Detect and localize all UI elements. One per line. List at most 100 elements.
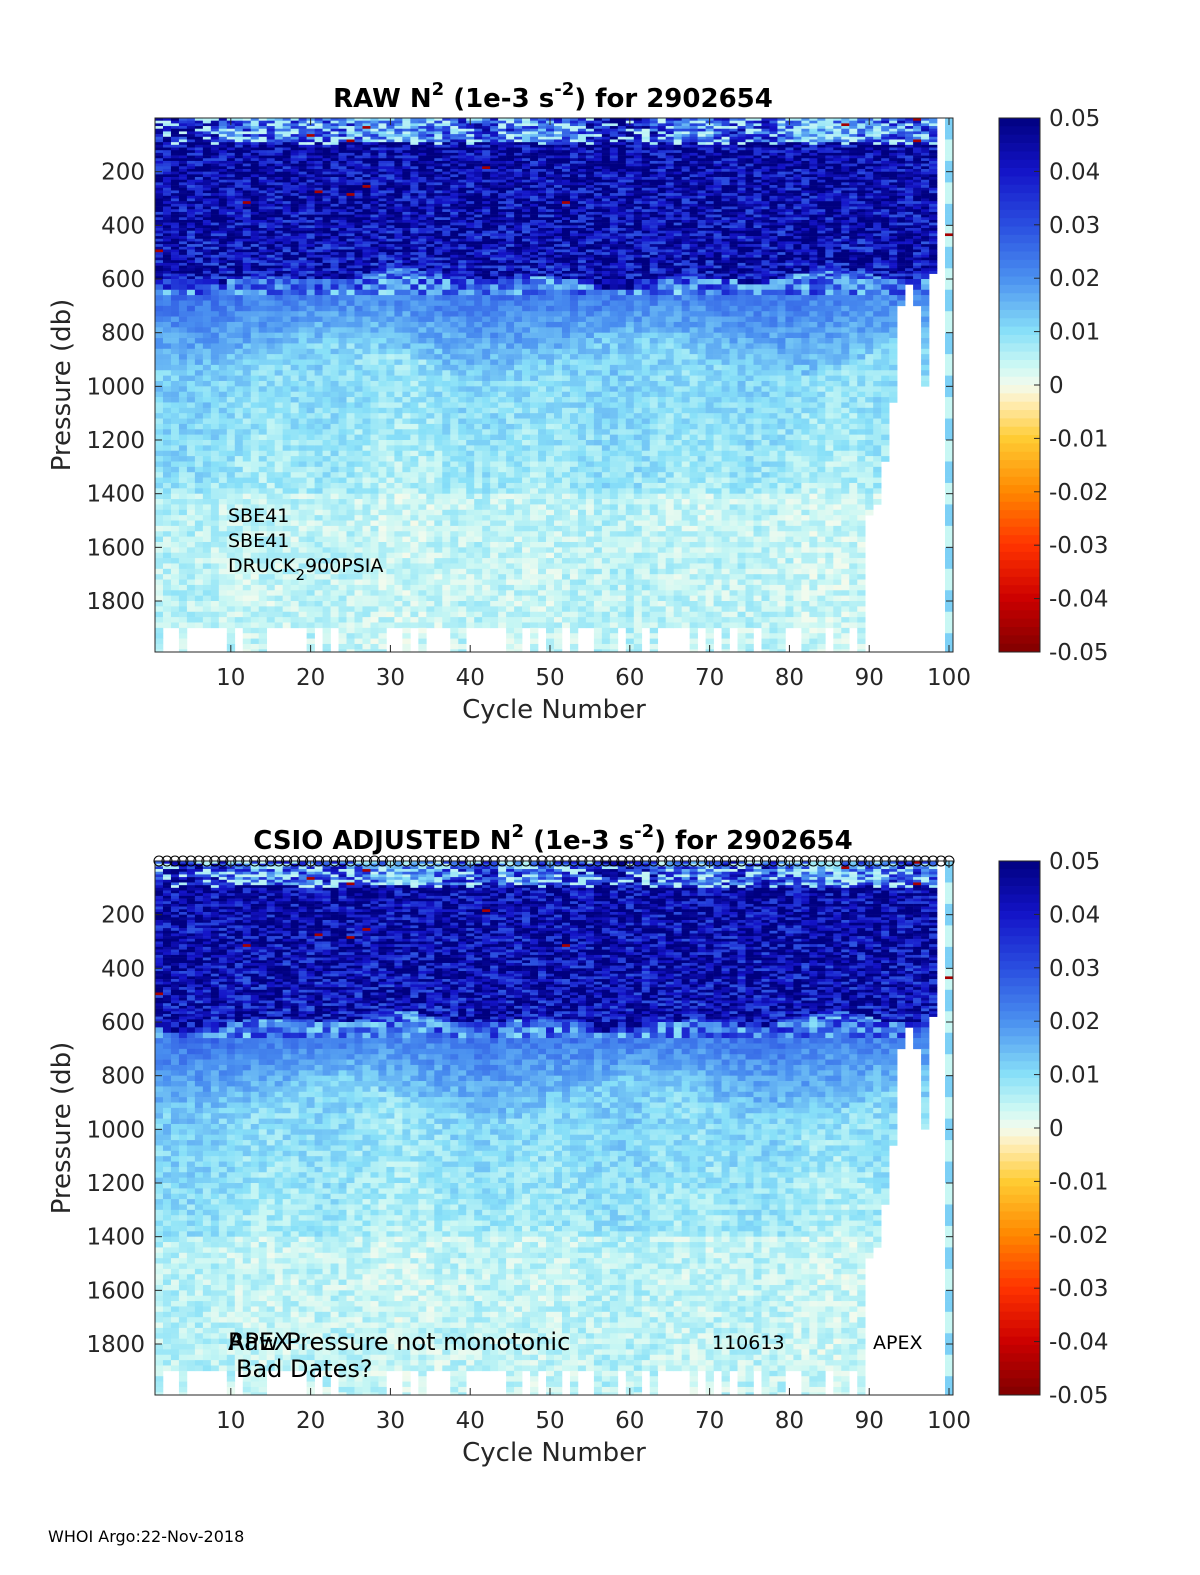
heatmap-cell [386, 521, 394, 527]
heatmap-cell [203, 217, 211, 220]
heatmap-cell [299, 223, 307, 226]
heatmap-cell [315, 158, 323, 161]
heatmap-cell [195, 209, 203, 212]
heatmap-cell [355, 137, 363, 140]
heatmap-cell [418, 370, 426, 376]
heatmap-cell [378, 526, 386, 532]
heatmap-cell [418, 190, 426, 193]
heatmap-cell [418, 209, 426, 212]
heatmap-cell [195, 300, 203, 306]
heatmap-cell [179, 322, 187, 328]
heatmap-cell [386, 424, 394, 430]
heatmap-cell [362, 233, 370, 236]
heatmap-cell [386, 580, 394, 586]
heatmap-cell [243, 129, 251, 132]
heatmap-cell [307, 381, 315, 387]
heatmap-cell [179, 499, 187, 505]
heatmap-cell [307, 639, 315, 645]
heatmap-cell [362, 622, 370, 628]
heatmap-cell [179, 483, 187, 489]
heatmap-cell [355, 488, 363, 494]
heatmap-cell [339, 247, 347, 250]
heatmap-cell [378, 521, 386, 527]
heatmap-cell [179, 563, 187, 569]
heatmap-cell [211, 126, 219, 129]
heatmap-cell [187, 424, 195, 430]
heatmap-cell [195, 531, 203, 537]
heatmap-cell [251, 169, 259, 172]
heatmap-cell [267, 129, 275, 132]
heatmap-cell [211, 121, 219, 124]
heatmap-cell [243, 158, 251, 161]
heatmap-cell [195, 231, 203, 234]
heatmap-cell [386, 478, 394, 484]
heatmap-cell [362, 376, 370, 382]
heatmap-cell [163, 429, 171, 435]
heatmap-cell [315, 343, 323, 349]
heatmap-cell [331, 370, 339, 376]
heatmap-cell [235, 601, 243, 607]
heatmap-cell [394, 196, 402, 199]
heatmap-cell [362, 370, 370, 376]
heatmap-cell [187, 182, 195, 185]
heatmap-cell [418, 424, 426, 430]
heatmap-cell [235, 156, 243, 159]
heatmap-cell [362, 311, 370, 317]
heatmap-cell [195, 585, 203, 591]
heatmap-cell [227, 472, 235, 478]
heatmap-cell [243, 397, 251, 403]
heatmap-cell [227, 241, 235, 244]
heatmap-cell [418, 445, 426, 451]
heatmap-cell [195, 134, 203, 137]
heatmap-cell [171, 585, 179, 591]
heatmap-cell [179, 274, 187, 277]
heatmap-cell [267, 365, 275, 371]
heatmap-column [315, 118, 323, 628]
heatmap-cell [211, 164, 219, 167]
heatmap-cell [299, 241, 307, 244]
heatmap-cell [370, 284, 378, 290]
heatmap-cell [402, 249, 410, 252]
heatmap-cell [155, 553, 163, 559]
heatmap-cell [394, 212, 402, 215]
heatmap-cell [203, 419, 211, 425]
heatmap-cell [227, 255, 235, 258]
heatmap-cell [219, 153, 227, 156]
heatmap-cell [211, 413, 219, 419]
heatmap-cell [163, 271, 171, 274]
heatmap-cell [259, 193, 267, 196]
heatmap-cell [187, 494, 195, 500]
heatmap-cell [347, 139, 355, 142]
heatmap-cell [259, 392, 267, 398]
heatmap-cell [179, 349, 187, 355]
heatmap-cell [323, 156, 331, 159]
heatmap-cell [339, 370, 347, 376]
heatmap-cell [362, 150, 370, 153]
heatmap-cell [315, 429, 323, 435]
heatmap-cell [291, 263, 299, 266]
heatmap-cell [211, 542, 219, 548]
heatmap-cell [155, 142, 163, 145]
heatmap-cell [370, 121, 378, 124]
heatmap-cell [339, 228, 347, 231]
heatmap-cell [331, 220, 339, 223]
heatmap-cell [163, 542, 171, 548]
heatmap-cell [410, 472, 418, 478]
heatmap-cell [299, 300, 307, 306]
heatmap-cell [259, 268, 267, 271]
heatmap-cell [211, 386, 219, 392]
heatmap-cell [331, 429, 339, 435]
heatmap-cell [235, 174, 243, 177]
heatmap-cell [291, 158, 299, 161]
heatmap-cell [187, 290, 195, 296]
heatmap-cell [386, 547, 394, 553]
heatmap-cell [291, 169, 299, 172]
heatmap-cell [171, 129, 179, 132]
heatmap-cell [355, 258, 363, 261]
heatmap-cell [307, 201, 315, 204]
heatmap-cell [195, 228, 203, 231]
heatmap-cell [267, 220, 275, 223]
heatmap-cell [275, 207, 283, 210]
heatmap-cell [370, 456, 378, 462]
heatmap-cell [211, 333, 219, 339]
